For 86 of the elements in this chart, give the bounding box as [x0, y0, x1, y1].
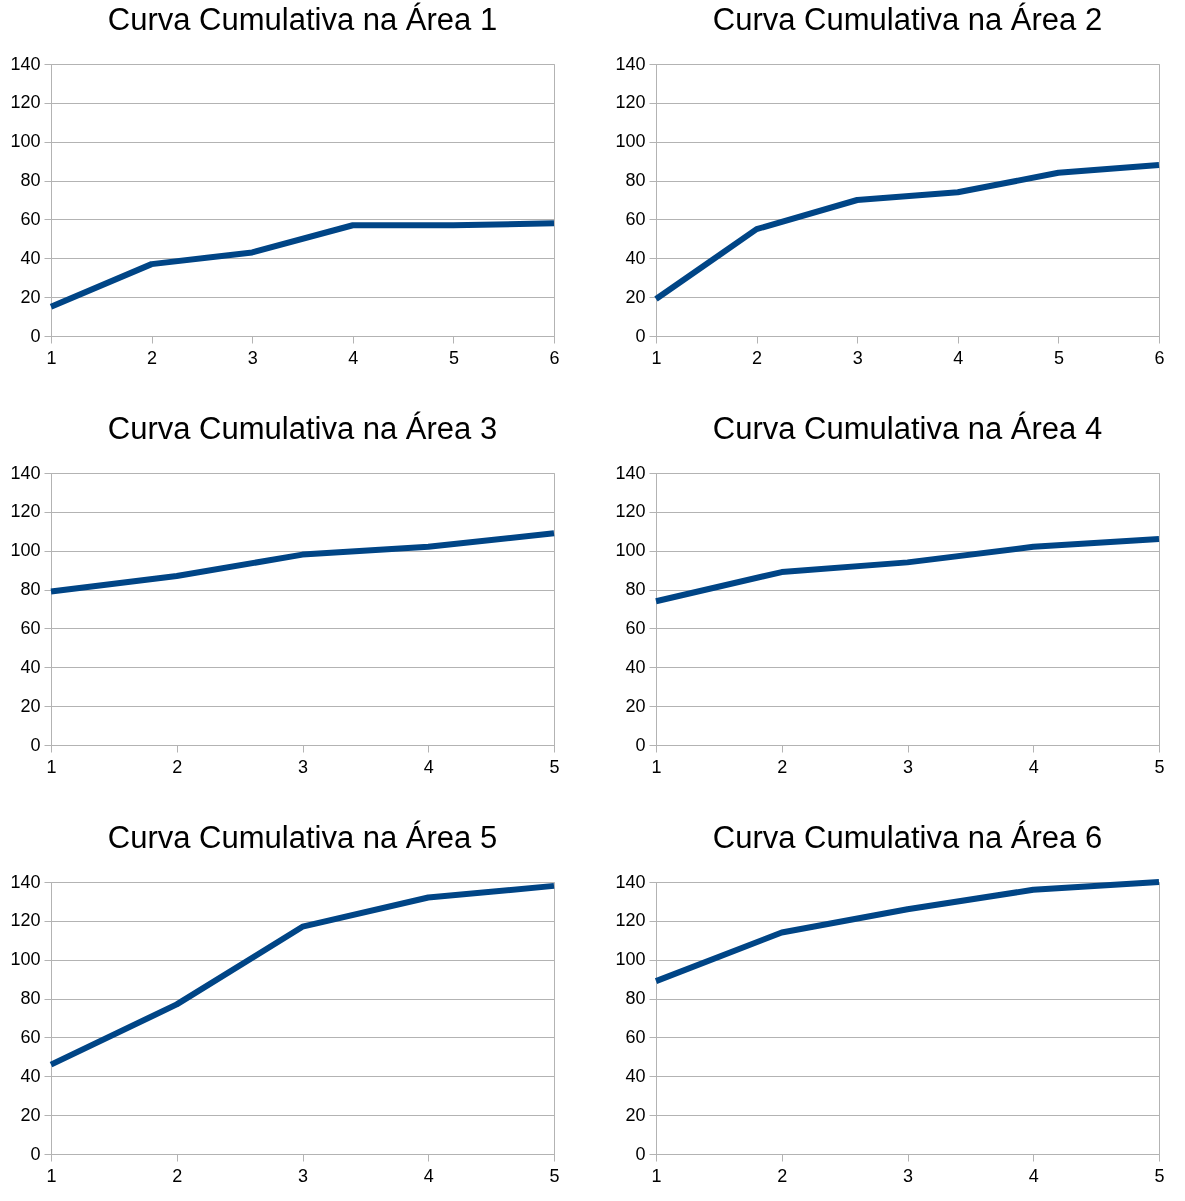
y-tick-label: 140 — [10, 871, 41, 892]
x-tick-label: 5 — [549, 1165, 560, 1186]
chart-title: Curva Cumulativa na Área 3 — [107, 411, 498, 446]
y-tick-label: 100 — [615, 949, 646, 970]
chart-title: Curva Cumulativa na Área 2 — [712, 2, 1103, 37]
chart-title: Curva Cumulativa na Área 5 — [107, 820, 498, 855]
y-tick-label: 40 — [20, 247, 41, 268]
y-tick-label: 80 — [20, 170, 41, 191]
y-tick-label: 120 — [10, 501, 41, 522]
chart-title: Curva Cumulativa na Área 4 — [712, 411, 1103, 446]
y-tick-label: 60 — [20, 1026, 41, 1047]
chart-title: Curva Cumulativa na Área 1 — [107, 2, 498, 37]
x-tick-label: 4 — [1028, 756, 1039, 777]
y-tick-label: 0 — [30, 325, 41, 346]
y-tick-label: 100 — [10, 131, 41, 152]
y-tick-label: 20 — [625, 286, 646, 307]
x-tick-label: 4 — [423, 1165, 434, 1186]
x-tick-label: 3 — [852, 347, 863, 368]
y-tick-label: 140 — [615, 462, 646, 483]
x-tick-label: 2 — [172, 1165, 183, 1186]
y-tick-label: 20 — [625, 695, 646, 716]
y-tick-label: 40 — [20, 656, 41, 677]
x-tick-label: 2 — [777, 756, 788, 777]
x-tick-label: 6 — [1154, 347, 1165, 368]
y-tick-label: 20 — [20, 695, 41, 716]
x-tick-label: 5 — [448, 347, 459, 368]
x-tick-label: 4 — [423, 756, 434, 777]
x-tick-label: 3 — [902, 756, 914, 777]
y-tick-label: 120 — [615, 910, 646, 931]
y-tick-label: 100 — [10, 540, 41, 561]
x-tick-label: 4 — [348, 347, 359, 368]
y-tick-label: 100 — [615, 540, 646, 561]
y-tick-label: 100 — [10, 949, 41, 970]
y-tick-label: 80 — [625, 170, 646, 191]
y-tick-label: 140 — [10, 53, 41, 74]
x-tick-label: 2 — [777, 1165, 788, 1186]
x-tick-label: 2 — [752, 347, 763, 368]
x-tick-label: 3 — [247, 347, 258, 368]
y-tick-label: 120 — [615, 92, 646, 113]
x-tick-label: 1 — [651, 1165, 662, 1186]
x-tick-label: 3 — [297, 756, 309, 777]
y-tick-label: 40 — [625, 247, 646, 268]
y-tick-label: 120 — [615, 501, 646, 522]
y-tick-label: 80 — [625, 988, 646, 1009]
x-tick-label: 4 — [953, 347, 964, 368]
x-tick-label: 6 — [549, 347, 560, 368]
y-tick-label: 20 — [20, 1104, 41, 1125]
x-tick-label: 5 — [1154, 756, 1165, 777]
y-tick-label: 0 — [635, 1143, 646, 1164]
y-tick-label: 120 — [10, 910, 41, 931]
chart-title: Curva Cumulativa na Área 6 — [712, 820, 1103, 855]
y-tick-label: 40 — [625, 656, 646, 677]
x-tick-label: 3 — [297, 1165, 309, 1186]
x-tick-label: 1 — [46, 1165, 57, 1186]
y-tick-label: 20 — [20, 286, 41, 307]
y-tick-label: 60 — [625, 208, 646, 229]
x-tick-label: 1 — [651, 756, 662, 777]
y-tick-label: 60 — [20, 208, 41, 229]
y-tick-label: 60 — [20, 617, 41, 638]
x-tick-label: 1 — [46, 756, 57, 777]
y-tick-label: 80 — [625, 579, 646, 600]
x-tick-label: 5 — [1053, 347, 1064, 368]
x-tick-label: 2 — [147, 347, 158, 368]
y-tick-label: 100 — [615, 131, 646, 152]
y-tick-label: 0 — [30, 734, 41, 755]
y-tick-label: 0 — [635, 325, 646, 346]
x-tick-label: 1 — [46, 347, 57, 368]
x-tick-label: 5 — [1154, 1165, 1165, 1186]
y-tick-label: 140 — [615, 871, 646, 892]
y-tick-label: 0 — [30, 1143, 41, 1164]
x-tick-label: 3 — [902, 1165, 914, 1186]
x-tick-label: 5 — [549, 756, 560, 777]
x-tick-label: 2 — [172, 756, 183, 777]
y-tick-label: 60 — [625, 1026, 646, 1047]
y-tick-label: 0 — [635, 734, 646, 755]
x-tick-label: 4 — [1028, 1165, 1039, 1186]
y-tick-label: 60 — [625, 617, 646, 638]
y-tick-label: 80 — [20, 579, 41, 600]
y-tick-label: 40 — [20, 1065, 41, 1086]
y-tick-label: 140 — [615, 53, 646, 74]
y-tick-label: 120 — [10, 92, 41, 113]
y-tick-label: 140 — [10, 462, 41, 483]
y-tick-label: 40 — [625, 1065, 646, 1086]
x-tick-label: 1 — [651, 347, 662, 368]
y-tick-label: 80 — [20, 988, 41, 1009]
y-tick-label: 20 — [625, 1104, 646, 1125]
